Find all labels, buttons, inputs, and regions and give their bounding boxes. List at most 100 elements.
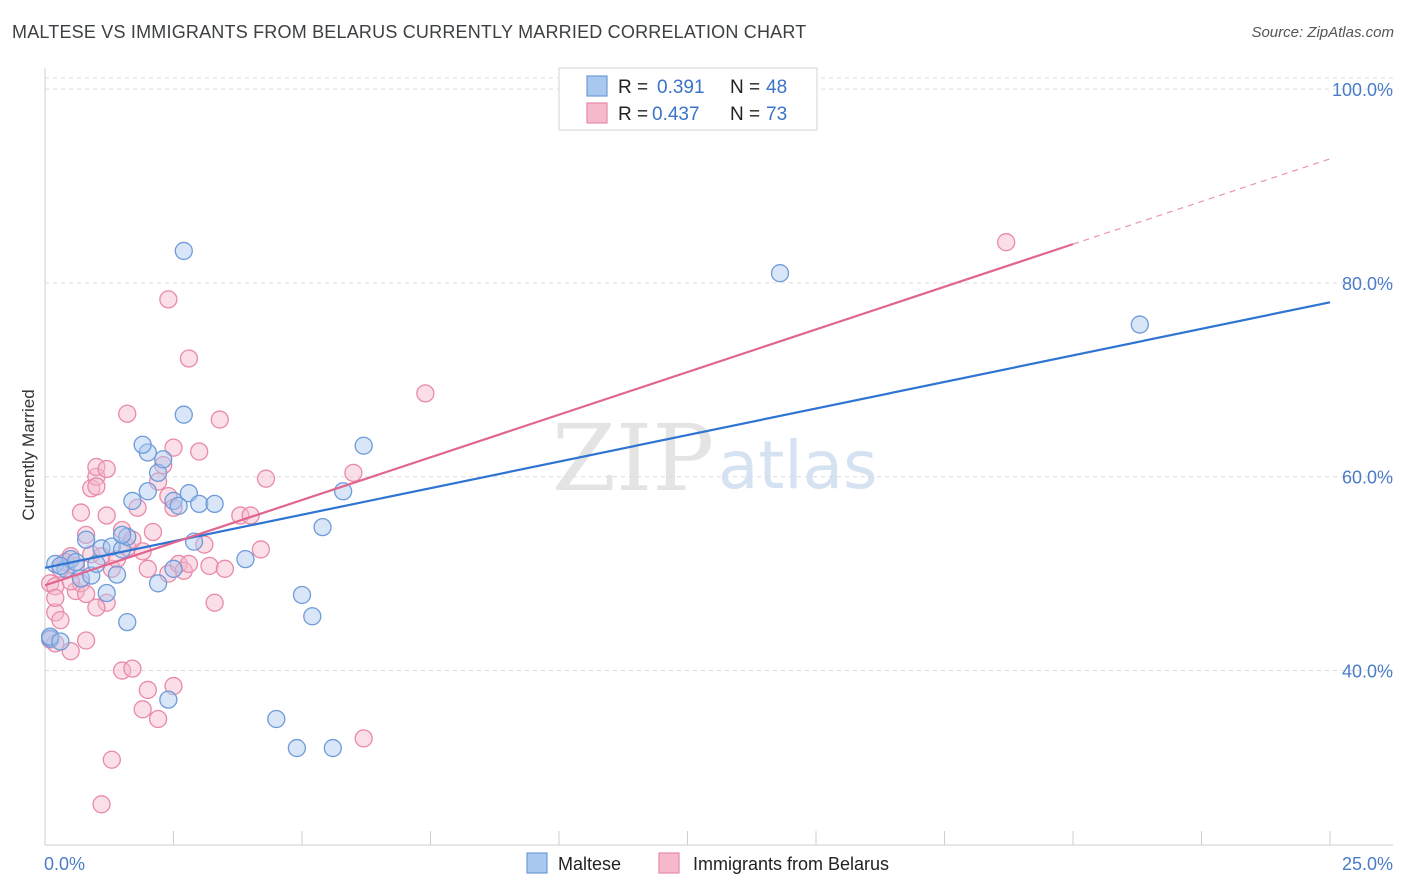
x-tick-label-max: 25.0%: [1342, 854, 1393, 874]
maltese-point-13: [97, 583, 116, 603]
y-tick-label-1: 80.0%: [1342, 274, 1393, 294]
belarus-point-49: [190, 442, 209, 461]
maltese-point-32: [174, 405, 193, 424]
bottom-legend-maltese: Maltese: [558, 854, 621, 874]
watermark-atlas: atlas: [718, 427, 878, 504]
bottom-legend: Maltese Immigrants from Belarus: [526, 852, 889, 874]
maltese-point-24: [169, 496, 188, 515]
y-tick-label-3: 40.0%: [1342, 662, 1393, 682]
belarus-point-48: [210, 410, 229, 429]
belarus-point-43: [251, 540, 271, 559]
maltese-point-38: [303, 607, 322, 626]
maltese-point-30: [190, 494, 209, 514]
legend-n-value-maltese: 48: [766, 77, 787, 98]
belarus-point-40: [215, 559, 235, 578]
maltese-point-15: [112, 525, 132, 545]
maltese-point-46: [40, 627, 60, 646]
belarus-point-66: [344, 463, 363, 483]
y-tick-labels: 100.0% 80.0% 60.0% 40.0%: [1332, 80, 1393, 681]
maltese-trend-line: [44, 301, 1331, 569]
belarus-point-42: [241, 506, 260, 525]
maltese-point-20: [138, 482, 157, 501]
maltese-point-44: [1130, 315, 1149, 334]
maltese-point-42: [354, 436, 373, 455]
belarus-point-72: [46, 588, 65, 608]
legend-r-label-maltese: R =: [618, 77, 648, 98]
maltese-point-17: [123, 491, 142, 511]
legend-swatch-belarus: [586, 102, 608, 124]
y-tick-label-0: 100.0%: [1332, 80, 1393, 100]
belarus-point-37: [195, 535, 214, 554]
y-axis-label: Currently Married: [19, 389, 38, 520]
belarus-trend-line: [44, 243, 1074, 587]
bottom-legend-belarus: Immigrants from Belarus: [693, 854, 889, 874]
maltese-point-11: [107, 565, 127, 584]
belarus-point-46: [159, 290, 178, 309]
source-credit: Source: ZipAtlas.com: [1251, 24, 1394, 41]
legend-swatch-maltese: [586, 75, 608, 97]
belarus-point-50: [97, 459, 116, 479]
belarus-point-39: [205, 593, 224, 612]
belarus-point-62: [148, 709, 168, 729]
chart-title: MALTESE VS IMMIGRANTS FROM BELARUS CURRE…: [12, 22, 807, 42]
bottom-legend-swatch-maltese: [526, 852, 548, 874]
belarus-point-17: [97, 593, 116, 612]
legend-n-value-belarus: 73: [766, 104, 787, 125]
legend-n-label-maltese: N =: [730, 77, 760, 98]
trend-lines: [44, 158, 1331, 587]
maltese-point-37: [292, 585, 312, 605]
maltese-point-39: [313, 517, 332, 537]
belarus-point-47: [179, 349, 199, 368]
y-tick-label-2: 60.0%: [1342, 468, 1393, 488]
belarus-point-36: [179, 554, 199, 574]
maltese-point-33: [174, 241, 193, 261]
legend-r-value-maltese: 0.391: [657, 77, 705, 98]
maltese-point-16: [118, 612, 137, 632]
bottom-legend-swatch-belarus: [658, 852, 680, 874]
maltese-point-34: [236, 549, 255, 569]
legend-r-label-belarus: R =: [618, 104, 648, 125]
belarus-point-51: [87, 477, 106, 496]
belarus-point-44: [256, 469, 276, 488]
maltese-point-43: [770, 264, 790, 283]
belarus-point-18: [87, 598, 106, 617]
x-tick-label-min: 0.0%: [44, 854, 85, 874]
belarus-point-65: [92, 795, 111, 814]
belarus-point-11: [71, 503, 91, 522]
maltese-point-21: [148, 463, 168, 483]
legend: R = 0.391 N = 48 R = 0.437 N = 73: [558, 67, 818, 131]
maltese-point-26: [148, 574, 168, 593]
belarus-points: [40, 233, 1016, 814]
gridlines: [45, 77, 1393, 672]
legend-r-value-belarus: 0.437: [652, 104, 700, 125]
belarus-point-45: [118, 404, 137, 423]
belarus-point-68: [416, 384, 435, 403]
maltese-point-25: [164, 559, 183, 578]
legend-n-label-belarus: N =: [730, 104, 760, 125]
belarus-trend-extension: [1072, 158, 1331, 245]
belarus-point-26: [138, 559, 157, 578]
belarus-point-15: [97, 506, 116, 525]
belarus-point-61: [138, 680, 157, 700]
belarus-point-63: [164, 676, 183, 696]
belarus-point-69: [997, 233, 1016, 252]
maltese-point-41: [323, 738, 342, 758]
maltese-points: [40, 241, 1149, 758]
belarus-point-59: [123, 659, 142, 678]
belarus-point-67: [354, 729, 373, 748]
maltese-point-19: [133, 435, 152, 454]
maltese-point-27: [159, 690, 178, 709]
watermark: ZIP atlas: [552, 405, 878, 512]
belarus-point-10: [76, 525, 96, 545]
axes: [44, 68, 1393, 846]
belarus-point-55: [51, 611, 70, 630]
maltese-point-35: [267, 709, 286, 729]
maltese-point-22: [154, 450, 173, 469]
belarus-point-27: [143, 522, 163, 542]
maltese-point-47: [51, 632, 70, 651]
belarus-point-38: [200, 556, 219, 576]
maltese-point-36: [287, 738, 307, 758]
belarus-point-64: [102, 750, 121, 769]
belarus-point-57: [76, 631, 96, 650]
